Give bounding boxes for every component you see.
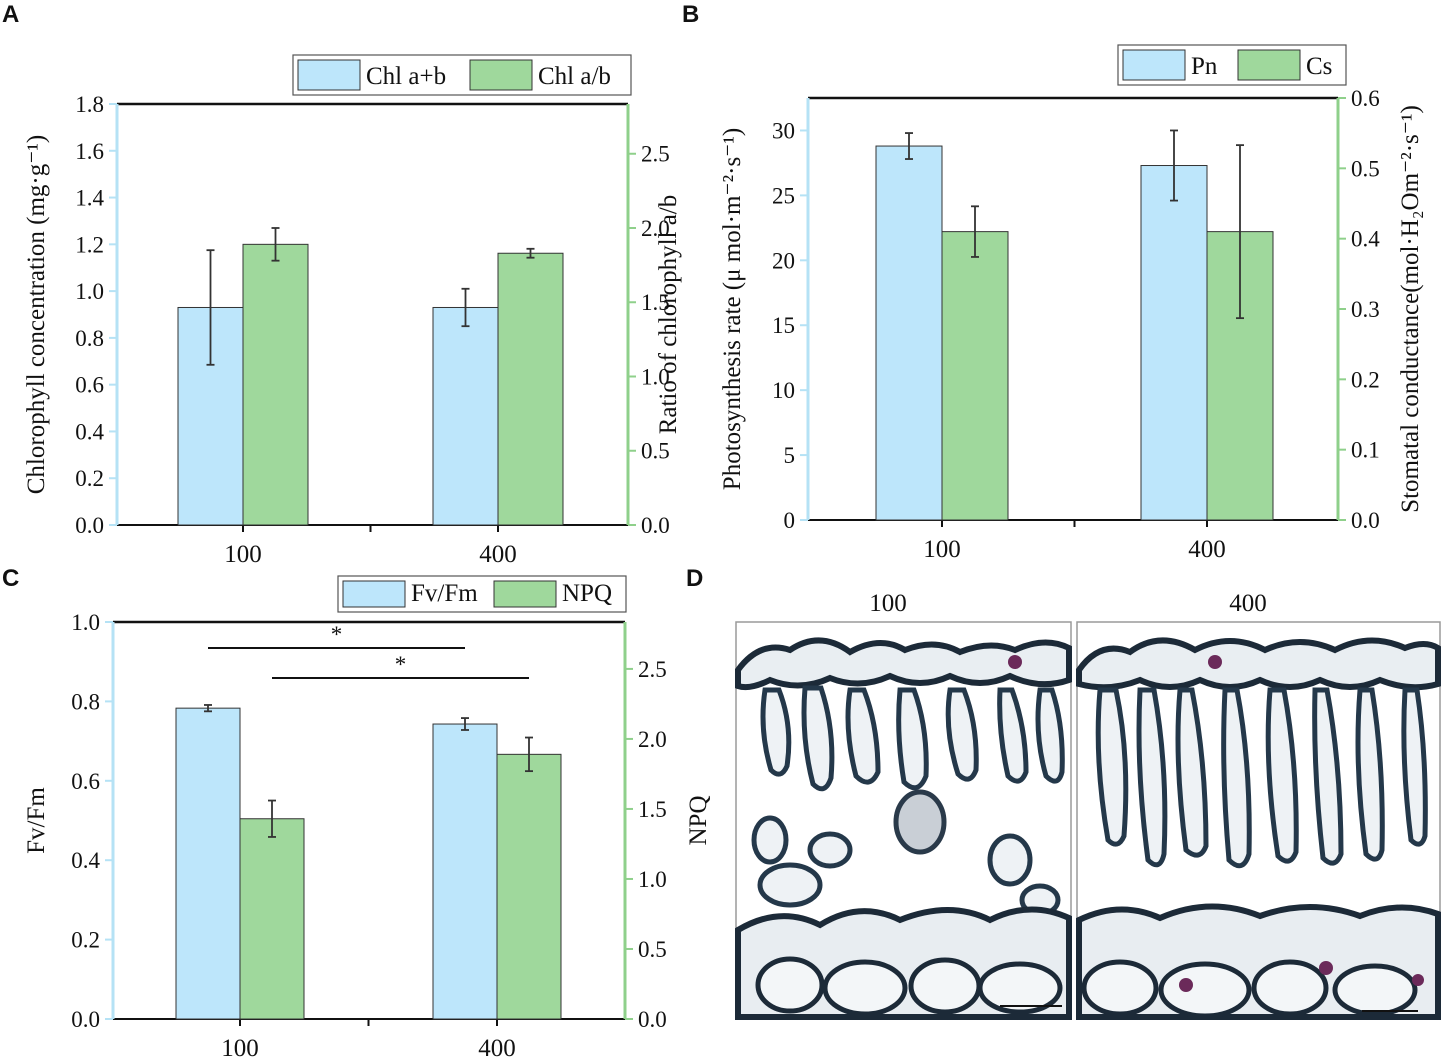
b-ytick-label: 25 (772, 183, 795, 208)
c-ytick-label: 1.0 (71, 610, 100, 635)
a-ytick-label: 1.0 (75, 279, 104, 304)
b-category-label-100: 100 (923, 536, 961, 563)
micrograph-panel: 100 400 (735, 590, 1441, 1020)
a-y2tick-label: 1.5 (641, 290, 670, 315)
a-ytick-label: 0.4 (75, 419, 104, 444)
c-ytick-label: 0.0 (71, 1007, 100, 1032)
b-y-axis-title: Photosynthesis rate (μ mol·m⁻²·s⁻¹) (719, 128, 746, 490)
panel-label-a: A (2, 1, 19, 28)
b-legend-label-cs: Cs (1306, 53, 1332, 80)
c-y2tick-label: 2.5 (638, 657, 667, 682)
c-y2tick-label: 0.5 (638, 937, 667, 962)
c-ytick-label: 0.6 (71, 769, 100, 794)
b-y2tick-label: 0.1 (1351, 438, 1380, 463)
a-category-label-400: 400 (479, 541, 517, 568)
c-ytick-label: 0.4 (71, 848, 100, 873)
b-ytick-label: 15 (772, 313, 795, 338)
c-category-label-400: 400 (478, 1035, 516, 1058)
panel-label-d: D (686, 565, 703, 592)
c-category-label-100: 100 (221, 1035, 259, 1058)
a-ytick-label: 1.4 (75, 186, 104, 211)
a-legend-label-chl-a-b: Chl a+b (366, 63, 446, 90)
b-legend-swatch-pn (1122, 49, 1186, 81)
a-ytick-label: 1.6 (75, 139, 104, 164)
a-y2tick-label: 0.0 (641, 513, 670, 538)
a-y2tick-label: 1.0 (641, 364, 670, 389)
micrograph-title-400: 400 (1229, 590, 1267, 617)
a-ytick-label: 0.8 (75, 326, 104, 351)
c-bar-npq-400 (496, 753, 562, 1020)
c-y-axis-title: Fv/Fm (23, 787, 50, 854)
b-ytick-label: 20 (772, 248, 795, 273)
a-y2tick-label: 2.5 (641, 142, 670, 167)
b-bar-cs-100 (941, 231, 1009, 521)
c-ytick-label: 0.8 (71, 689, 100, 714)
c-y2tick-label: 1.0 (638, 867, 667, 892)
c-legend-swatch-npq (493, 580, 557, 608)
b-ytick-label: 10 (772, 378, 795, 403)
b-bar-pn-400 (1140, 165, 1208, 521)
a-bar-chl-a-b-400 (432, 306, 499, 526)
c-bar-fv-fm-100 (175, 707, 241, 1020)
b-legend-label-pn: Pn (1191, 53, 1218, 80)
panel-label-c: C (2, 565, 19, 592)
a-legend-label-chl-a-b: Chl a/b (538, 63, 611, 90)
chart-c: 0.0 0.2 0.4 0.6 0.8 1.0 0.0 0.5 1.0 1.5 2.0 2.5 100 4… (23, 575, 712, 1058)
a-category-label-100: 100 (224, 541, 262, 568)
b-y2tick-label: 0.2 (1351, 367, 1380, 392)
c-ytick-label: 0.2 (71, 928, 100, 953)
a-legend-swatch-chl-a-b (297, 59, 361, 91)
micrograph-title-100: 100 (869, 590, 907, 617)
chart-a: 0.0 0.2 0.4 0.6 0.8 1.0 1.2 1.4 1.6 1.8 0.0 0.5 1.0 1… (23, 54, 682, 568)
a-y2tick-label: 0.5 (641, 439, 670, 464)
b-ytick-label: 30 (772, 118, 795, 143)
b-y2tick-label: 0.4 (1351, 227, 1380, 252)
a-bar-chl-a-b-400 (497, 252, 564, 526)
micrograph-100 (735, 621, 1072, 1020)
a-ytick-label: 1.2 (75, 232, 104, 257)
b-category-label-400: 400 (1188, 536, 1226, 563)
b-y2tick-label: 0.0 (1351, 508, 1380, 533)
a-legend-swatch-chl-a-b (469, 59, 533, 91)
c-bar-fv-fm-400 (432, 723, 498, 1020)
b-y2tick-label: 0.3 (1351, 297, 1380, 322)
a-y-axis-title: Chlorophyll concentration (mg·g⁻¹) (23, 135, 50, 495)
a-ytick-label: 1.8 (75, 92, 104, 117)
b-legend-swatch-cs (1237, 49, 1301, 81)
b-ytick-label: 5 (784, 443, 796, 468)
panel-label-b: B (682, 1, 699, 28)
chart-b: 0 5 10 15 20 25 30 0.0 0.1 0.2 0.3 0.4 0.5 0.6 100 400 P… (719, 44, 1424, 563)
a-bar-chl-a-b-100 (242, 243, 309, 526)
b-bar-pn-100 (875, 145, 943, 521)
b-y2tick-label: 0.5 (1351, 156, 1380, 181)
a-ytick-label: 0.0 (75, 513, 104, 538)
c-y2-axis-title: NPQ (685, 795, 712, 845)
b-y2-axis-title: Stomatal conductance(mol·H₂Om⁻²·s⁻¹) (1397, 105, 1424, 513)
c-y2tick-label: 0.0 (638, 1007, 667, 1032)
a-ytick-label: 0.2 (75, 466, 104, 491)
a-y2-axis-title: Ratio of chlorophyll a/b (655, 195, 682, 435)
c-y2tick-label: 2.0 (638, 727, 667, 752)
c-y2tick-label: 1.5 (638, 797, 667, 822)
c-significance-star-1: * (331, 622, 343, 647)
a-ytick-label: 0.6 (75, 373, 104, 398)
c-legend-label-fv-fm: Fv/Fm (411, 580, 478, 607)
b-ytick-label: 0 (784, 508, 796, 533)
a-y2tick-label: 2.0 (641, 216, 670, 241)
c-legend-swatch-fv-fm (342, 580, 406, 608)
c-legend-label-npq: NPQ (562, 580, 612, 607)
b-y2tick-label: 0.6 (1351, 86, 1380, 111)
micrograph-400 (1076, 621, 1441, 1020)
c-significance-star-2: * (395, 652, 407, 677)
c-bar-npq-100 (239, 818, 305, 1020)
